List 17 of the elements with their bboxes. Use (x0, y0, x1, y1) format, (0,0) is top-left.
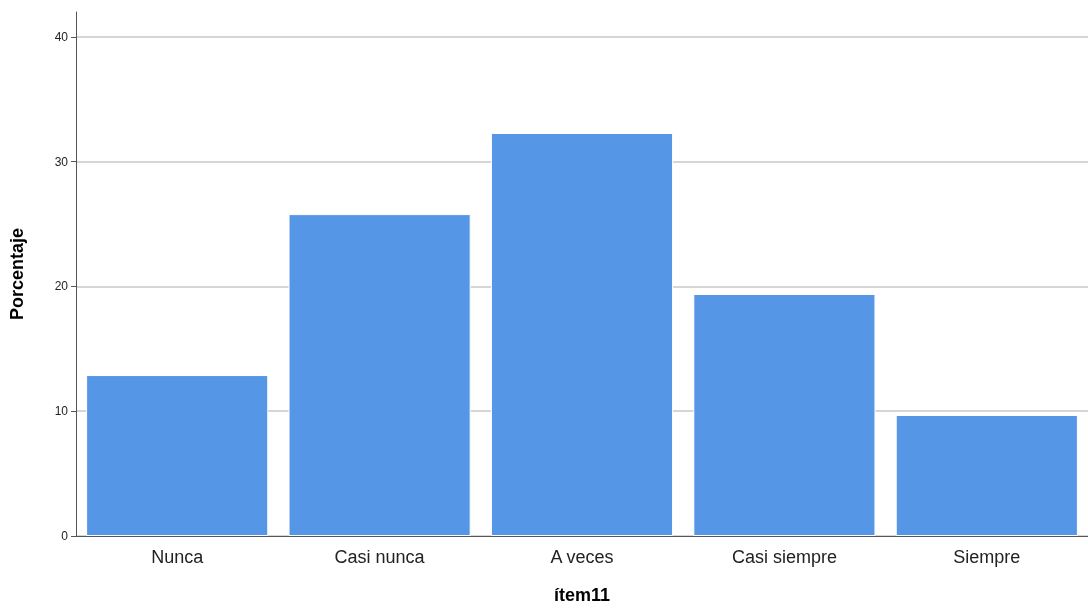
y-tick-label: 30 (54, 154, 69, 169)
x-tick-label: Casi nunca (334, 547, 426, 567)
bar (86, 375, 269, 536)
y-tick-label: 10 (54, 404, 69, 419)
y-tick-label: 20 (54, 279, 69, 294)
bar (693, 293, 876, 536)
y-axis-title: Porcentaje (7, 227, 27, 321)
bar (490, 133, 674, 536)
y-tick-label: 40 (54, 29, 69, 44)
bar (895, 414, 1078, 536)
bar (288, 214, 471, 536)
x-tick-label: Nunca (151, 547, 205, 567)
x-tick-label: A veces (550, 547, 614, 567)
y-tick-label: 0 (61, 529, 69, 543)
x-tick-label: Siempre (953, 547, 1021, 567)
x-tick-label: Casi siempre (731, 547, 837, 567)
x-axis-title: ítem11 (553, 585, 611, 605)
